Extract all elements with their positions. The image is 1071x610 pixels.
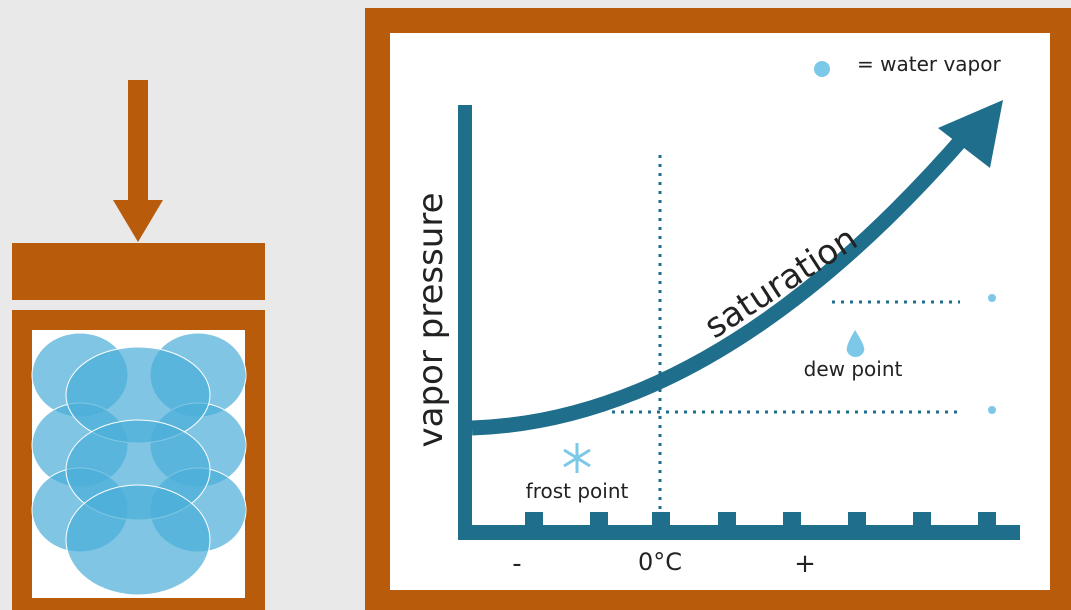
dew-point-label: dew point <box>804 357 903 381</box>
x-label: + <box>794 549 816 579</box>
piston-plate <box>12 243 265 300</box>
diagram: = water vapor vapor pressure saturation … <box>0 0 1071 610</box>
frost-point-label: frost point <box>526 479 629 503</box>
legend-label: = water vapor <box>857 52 1001 76</box>
page: = water vapor vapor pressure saturation … <box>0 0 1071 610</box>
y-axis-label: vapor pressure <box>411 193 451 448</box>
tick <box>590 512 608 526</box>
legend-dot <box>814 61 830 77</box>
tick <box>652 512 670 526</box>
x-axis <box>458 525 1020 540</box>
vapor-dot <box>988 406 996 414</box>
tick <box>978 512 996 526</box>
x-label: - <box>512 549 521 579</box>
x-label: 0°C <box>638 548 682 576</box>
tick <box>783 512 801 526</box>
molecule <box>66 485 210 595</box>
vapor-dot <box>988 294 996 302</box>
tick <box>913 512 931 526</box>
press-arrow-shaft <box>128 80 148 205</box>
tick <box>718 512 736 526</box>
tick <box>525 512 543 526</box>
y-axis <box>458 105 472 540</box>
tick <box>848 512 866 526</box>
